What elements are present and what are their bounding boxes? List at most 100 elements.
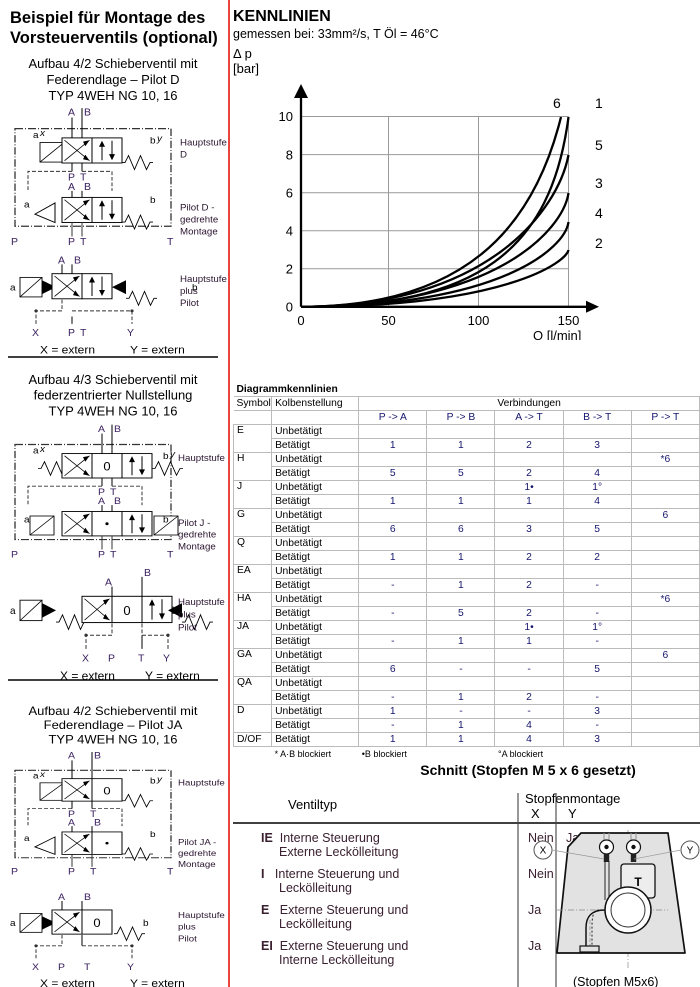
svg-text:X: X xyxy=(32,328,39,339)
svg-text:Y = extern: Y = extern xyxy=(130,345,185,357)
svg-text:X = extern: X = extern xyxy=(40,978,95,987)
svg-text:plus: plus xyxy=(180,286,198,296)
svg-text:x: x xyxy=(39,444,46,454)
svg-text:T: T xyxy=(80,328,86,339)
svg-text:b: b xyxy=(163,515,169,525)
svg-text:b: b xyxy=(150,195,156,206)
svg-text:Pilot JA -: Pilot JA - xyxy=(178,838,216,847)
svg-text:x: x xyxy=(39,770,46,779)
svg-text:Y: Y xyxy=(687,846,694,857)
svg-text:D: D xyxy=(180,150,187,160)
svg-text:P: P xyxy=(68,867,75,877)
svg-text:P: P xyxy=(11,550,18,560)
svg-text:X: X xyxy=(32,962,39,972)
svg-text:T: T xyxy=(90,867,97,877)
svg-text:a: a xyxy=(24,515,30,525)
svg-text:A: A xyxy=(68,818,76,828)
svg-text:Y: Y xyxy=(163,654,170,665)
svg-text:B: B xyxy=(114,424,121,434)
svg-text:A: A xyxy=(68,182,75,193)
svg-text:b: b xyxy=(150,136,156,147)
svg-text:A: A xyxy=(68,751,76,761)
svg-text:a: a xyxy=(10,606,16,617)
svg-text:Pilot: Pilot xyxy=(178,622,197,633)
svg-text:A: A xyxy=(98,424,105,434)
svg-text:Y: Y xyxy=(127,328,134,339)
svg-text:B: B xyxy=(84,893,91,903)
svg-text:T: T xyxy=(634,875,642,889)
svg-text:plus: plus xyxy=(178,610,196,621)
svg-text:X: X xyxy=(82,654,89,665)
svg-text:Hauptstufe: Hauptstufe xyxy=(178,453,225,462)
svg-text:T: T xyxy=(110,550,116,560)
svg-text:plus: plus xyxy=(178,922,196,931)
svg-text:Aufbau 4/2 Schieberventil mit: Aufbau 4/2 Schieberventil mit xyxy=(29,704,199,717)
svg-text:T: T xyxy=(167,867,174,877)
svg-text:T: T xyxy=(138,654,145,665)
svg-text:P: P xyxy=(58,962,65,972)
svg-text:Montage: Montage xyxy=(178,860,216,869)
svg-text:Y = extern: Y = extern xyxy=(130,978,185,987)
svg-text:federzentrierter Nullstellung: federzentrierter Nullstellung xyxy=(34,388,193,403)
svg-text:b: b xyxy=(150,776,156,785)
svg-text:Pilot: Pilot xyxy=(178,934,197,943)
svg-text:b: b xyxy=(143,919,149,929)
svg-text:B: B xyxy=(144,568,151,579)
svg-text:P: P xyxy=(11,867,18,877)
svg-text:a: a xyxy=(10,919,16,929)
svg-text:Y = extern: Y = extern xyxy=(145,669,200,683)
svg-text:TYP 4WEH NG 10, 16: TYP 4WEH NG 10, 16 xyxy=(49,403,178,418)
svg-text:Pilot D -: Pilot D - xyxy=(180,203,214,213)
svg-text:X = extern: X = extern xyxy=(40,345,95,357)
svg-text:P: P xyxy=(11,237,18,248)
svg-text:B: B xyxy=(74,256,81,267)
svg-text:A: A xyxy=(98,497,105,507)
svg-text:B: B xyxy=(84,108,91,119)
svg-text:Hauptstufe: Hauptstufe xyxy=(180,138,227,148)
svg-text:P: P xyxy=(108,654,115,665)
svg-text:gedrehte: gedrehte xyxy=(178,849,216,858)
svg-text:Aufbau 4/3 Schieberventil mit: Aufbau 4/3 Schieberventil mit xyxy=(29,372,198,387)
svg-text:x: x xyxy=(39,128,46,139)
svg-text:X = extern: X = extern xyxy=(60,669,115,683)
svg-text:Federendlage – Pilot JA: Federendlage – Pilot JA xyxy=(44,719,183,732)
svg-text:Hauptstufe: Hauptstufe xyxy=(178,778,225,787)
svg-text:X: X xyxy=(540,846,547,857)
svg-text:Montage: Montage xyxy=(178,542,216,551)
svg-text:a: a xyxy=(33,446,39,456)
svg-text:a: a xyxy=(10,283,16,294)
svg-text:B: B xyxy=(94,751,101,761)
svg-text:Aufbau 4/2 Schieberventil mit: Aufbau 4/2 Schieberventil mit xyxy=(28,56,197,71)
svg-text:B: B xyxy=(84,182,91,193)
svg-text:y: y xyxy=(156,134,163,145)
svg-text:TYP 4WEH NG 10, 16: TYP 4WEH NG 10, 16 xyxy=(48,733,177,746)
svg-text:Federendlage – Pilot D: Federendlage – Pilot D xyxy=(47,72,180,87)
svg-text:b: b xyxy=(163,451,169,461)
svg-text:gedrehte: gedrehte xyxy=(180,215,218,225)
svg-text:Hauptstufe: Hauptstufe xyxy=(178,597,225,608)
svg-text:TYP 4WEH NG 10, 16: TYP 4WEH NG 10, 16 xyxy=(48,88,177,103)
svg-text:a: a xyxy=(24,200,30,211)
svg-text:P: P xyxy=(68,237,75,248)
svg-text:A: A xyxy=(68,108,75,119)
svg-text:T: T xyxy=(84,962,90,972)
svg-text:T: T xyxy=(167,550,173,560)
svg-text:a: a xyxy=(33,130,39,141)
svg-text:A: A xyxy=(105,578,112,589)
svg-text:y: y xyxy=(156,775,164,784)
svg-text:T: T xyxy=(167,237,173,248)
svg-text:b: b xyxy=(150,830,156,839)
svg-text:P: P xyxy=(98,550,105,560)
svg-text:A: A xyxy=(58,256,65,267)
svg-text:B: B xyxy=(94,818,101,828)
svg-text:A: A xyxy=(58,893,65,903)
svg-text:P: P xyxy=(68,328,75,339)
svg-text:y: y xyxy=(169,450,176,460)
svg-text:Hauptstufe: Hauptstufe xyxy=(178,910,225,919)
svg-text:Pilot: Pilot xyxy=(180,299,199,309)
svg-text:Y: Y xyxy=(127,962,134,972)
svg-text:Montage: Montage xyxy=(180,227,218,237)
svg-text:T: T xyxy=(80,237,86,248)
svg-text:Hauptstufe: Hauptstufe xyxy=(180,274,227,284)
svg-text:gedrehte: gedrehte xyxy=(178,530,216,539)
